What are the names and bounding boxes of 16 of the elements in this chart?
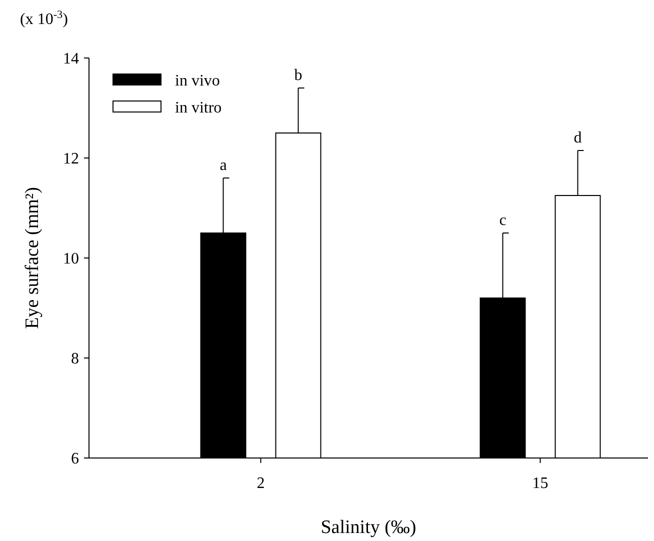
y-axis-title: Eye surface (mm²): [22, 187, 43, 329]
legend-label: in vitro: [175, 100, 222, 117]
x-tick-label: 15: [532, 475, 548, 492]
y-tick-label: 6: [71, 450, 79, 468]
y-tick-label: 14: [63, 50, 79, 68]
y-tick-label: 10: [63, 250, 79, 268]
annotation: d: [574, 130, 582, 146]
x-tick-label: 2: [256, 475, 265, 492]
annotation: b: [294, 67, 302, 84]
legend-label: in vivo: [175, 72, 220, 90]
annotation: a: [220, 157, 227, 174]
x-axis-title: Salinity (‰): [320, 517, 416, 538]
y-tick-label: 12: [63, 150, 79, 168]
annotation: c: [499, 212, 506, 229]
y-tick-label: 8: [71, 350, 79, 368]
text: (x 10$^{-3}$): [20, 9, 68, 28]
